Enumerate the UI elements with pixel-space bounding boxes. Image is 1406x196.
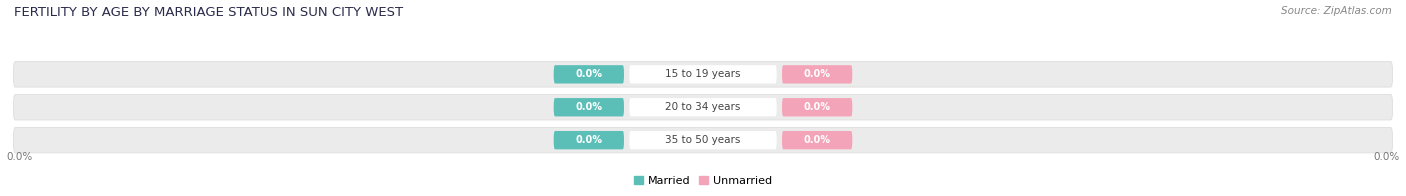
Text: 35 to 50 years: 35 to 50 years: [665, 135, 741, 145]
FancyBboxPatch shape: [630, 131, 776, 149]
Text: Source: ZipAtlas.com: Source: ZipAtlas.com: [1281, 6, 1392, 16]
Text: 20 to 34 years: 20 to 34 years: [665, 102, 741, 112]
Text: 0.0%: 0.0%: [1374, 152, 1399, 162]
Legend: Married, Unmarried: Married, Unmarried: [630, 171, 776, 190]
Text: 0.0%: 0.0%: [804, 135, 831, 145]
FancyBboxPatch shape: [14, 127, 1392, 153]
FancyBboxPatch shape: [630, 65, 776, 83]
Text: 0.0%: 0.0%: [575, 102, 602, 112]
FancyBboxPatch shape: [630, 98, 776, 116]
FancyBboxPatch shape: [782, 98, 852, 116]
FancyBboxPatch shape: [782, 65, 852, 83]
FancyBboxPatch shape: [554, 65, 624, 83]
Text: 0.0%: 0.0%: [575, 135, 602, 145]
FancyBboxPatch shape: [554, 131, 624, 149]
Text: 0.0%: 0.0%: [804, 69, 831, 79]
Text: 15 to 19 years: 15 to 19 years: [665, 69, 741, 79]
Text: FERTILITY BY AGE BY MARRIAGE STATUS IN SUN CITY WEST: FERTILITY BY AGE BY MARRIAGE STATUS IN S…: [14, 6, 404, 19]
Text: 0.0%: 0.0%: [575, 69, 602, 79]
FancyBboxPatch shape: [14, 94, 1392, 120]
FancyBboxPatch shape: [554, 98, 624, 116]
Text: 0.0%: 0.0%: [7, 152, 32, 162]
Text: 0.0%: 0.0%: [804, 102, 831, 112]
FancyBboxPatch shape: [14, 62, 1392, 87]
FancyBboxPatch shape: [782, 131, 852, 149]
